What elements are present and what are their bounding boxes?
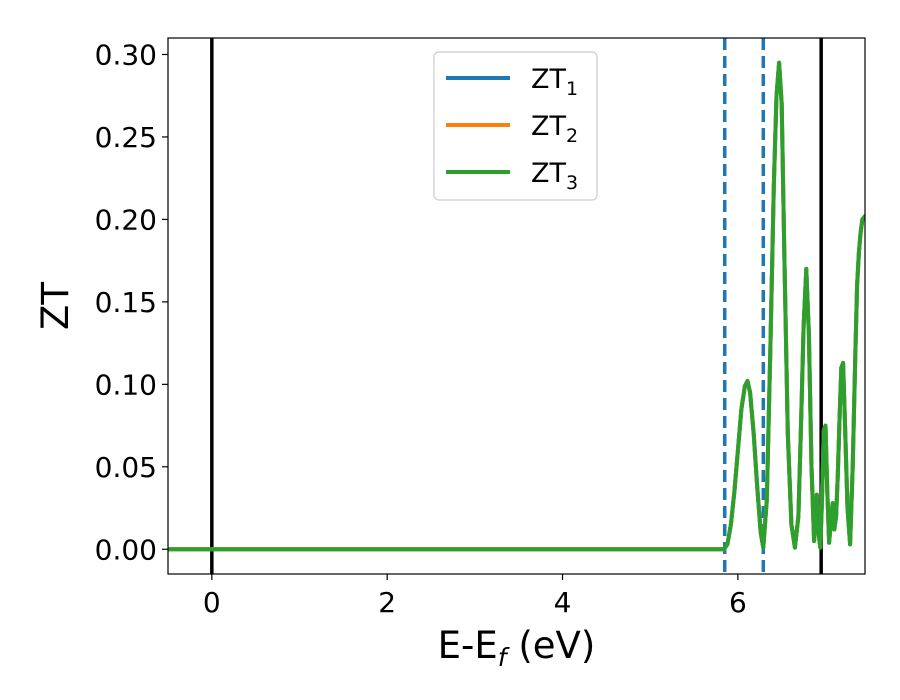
y-tick-label: 0.25 xyxy=(95,121,157,154)
y-tick-label: 0.00 xyxy=(95,533,157,566)
x-axis-label: E-Ef (eV) xyxy=(438,624,596,672)
x-tick-label: 4 xyxy=(554,586,572,619)
y-tick-label: 0.30 xyxy=(95,38,157,71)
legend-label: ZT2 xyxy=(531,111,578,147)
x-label-main: E-E xyxy=(438,624,498,667)
x-tick-label: 2 xyxy=(378,586,396,619)
y-tick-label: 0.05 xyxy=(95,451,157,484)
x-tick-label: 0 xyxy=(203,586,221,619)
legend-box xyxy=(433,51,598,201)
y-tick-label: 0.20 xyxy=(95,203,157,236)
plot-area xyxy=(167,37,866,575)
plot-frame xyxy=(167,37,866,575)
y-tick-label: 0.15 xyxy=(95,286,157,319)
x-axis-ticks: 0 2 4 6 xyxy=(203,574,747,619)
series-lines xyxy=(168,60,865,552)
y-tick-label: 0.10 xyxy=(95,368,157,401)
y-axis-ticks: 0.00 0.05 0.10 0.15 0.20 0.25 0.30 xyxy=(95,38,168,566)
legend-label: ZT1 xyxy=(531,64,578,100)
legend: ZT1 ZT2 ZT3 xyxy=(433,51,598,201)
legend-label: ZT3 xyxy=(531,158,578,194)
series-line-zt3 xyxy=(168,60,865,552)
x-label-suffix: (eV) xyxy=(507,624,596,667)
x-tick-label: 6 xyxy=(729,586,747,619)
y-axis-label: ZT xyxy=(34,282,77,330)
